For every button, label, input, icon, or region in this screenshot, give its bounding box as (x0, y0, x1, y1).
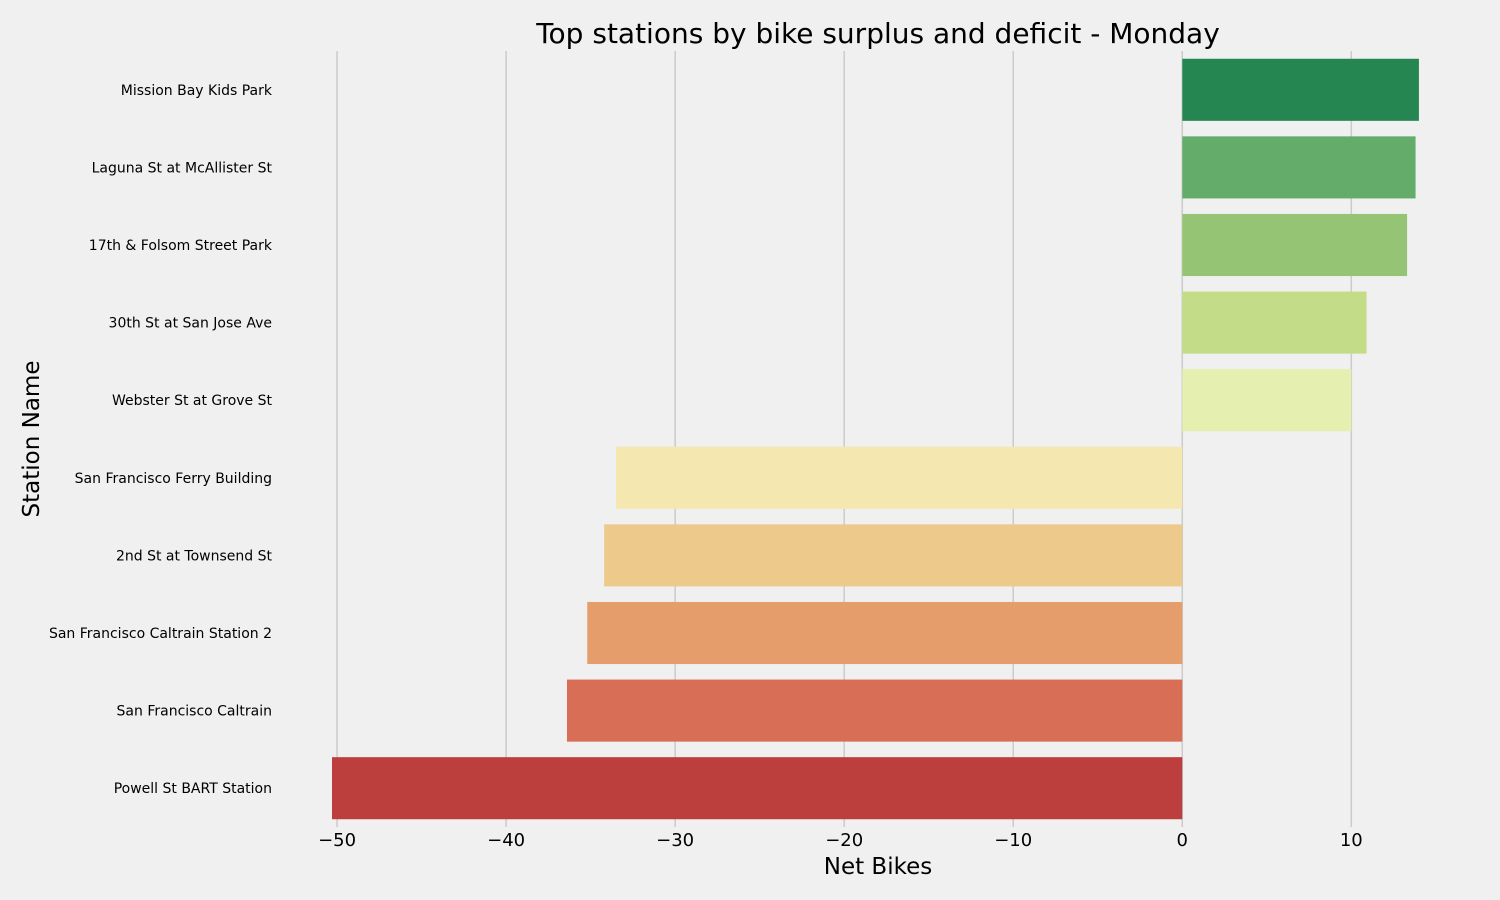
y-tick-label: 30th St at San Jose Ave (109, 316, 272, 332)
y-tick-label: Laguna St at McAllister St (92, 160, 273, 176)
x-tick-label: −10 (994, 830, 1032, 851)
bar (332, 757, 1183, 820)
x-tick-label: 0 (1177, 830, 1188, 851)
bar (587, 601, 1183, 665)
y-tick-labels: Mission Bay Kids Park Laguna St at McAlli… (49, 83, 273, 797)
bar (1182, 369, 1352, 432)
y-tick-label: Mission Bay Kids Park (121, 83, 273, 99)
bar (615, 446, 1183, 509)
bar (1182, 291, 1367, 354)
bars (332, 58, 1419, 820)
chart-title: Top stations by bike surplus and deficit… (535, 17, 1220, 50)
bar (1182, 136, 1416, 199)
x-axis-label: Net Bikes (824, 854, 933, 880)
bar (566, 679, 1183, 742)
y-axis-label: Station Name (19, 361, 45, 518)
x-tick-label: 10 (1340, 830, 1363, 851)
bar (604, 524, 1183, 587)
y-tick-label: Powell St BART Station (114, 781, 272, 797)
y-tick-label: Webster St at Grove St (112, 393, 273, 409)
y-tick-label: San Francisco Ferry Building (75, 471, 272, 487)
x-tick-label: −40 (487, 830, 525, 851)
x-tick-label: −20 (825, 830, 863, 851)
y-tick-label: San Francisco Caltrain Station 2 (49, 626, 272, 642)
bar (1182, 213, 1408, 277)
y-tick-label: 2nd St at Townsend St (116, 548, 273, 564)
x-tick-label: −50 (318, 830, 356, 851)
bar (1182, 58, 1419, 121)
x-tick-label: −30 (656, 830, 694, 851)
y-tick-label: San Francisco Caltrain (117, 704, 272, 720)
y-tick-label: 17th & Folsom Street Park (89, 238, 273, 254)
x-tick-labels: −50 −40 −30 −20 −10 0 10 (318, 830, 1363, 851)
